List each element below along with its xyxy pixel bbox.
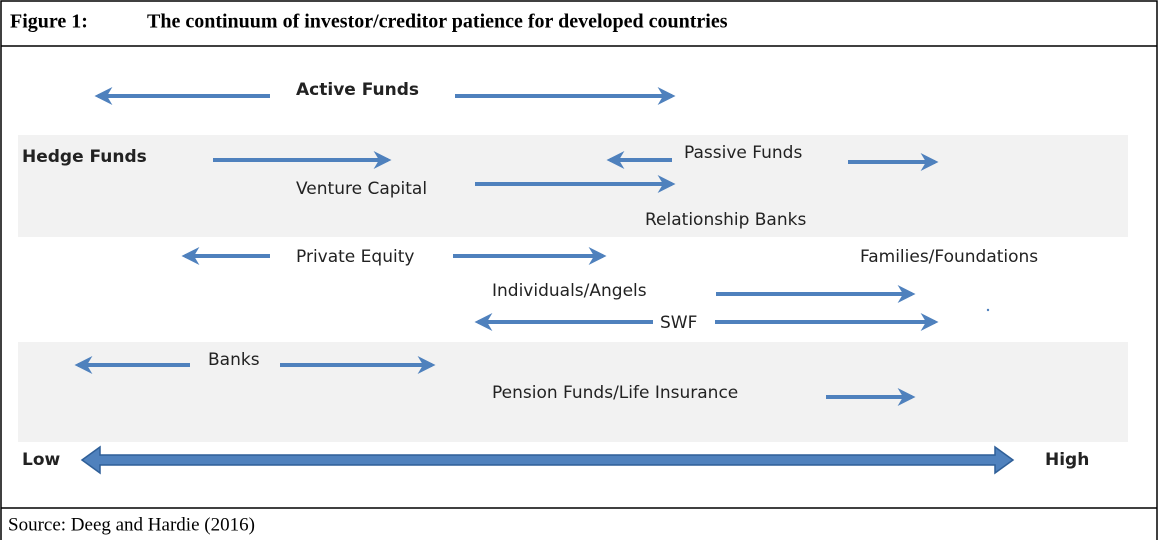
node-label: Individuals/Angels bbox=[492, 281, 647, 301]
node-label: Families/Foundations bbox=[860, 247, 1038, 267]
node-label: Active Funds bbox=[296, 80, 419, 100]
band bbox=[18, 342, 1128, 442]
node-label: Private Equity bbox=[296, 247, 414, 267]
node-label: Hedge Funds bbox=[22, 147, 147, 167]
dot bbox=[986, 308, 990, 312]
node-label: SWF bbox=[660, 313, 697, 333]
figure-title: The continuum of investor/creditor patie… bbox=[147, 11, 728, 33]
patience-axis bbox=[80, 445, 1015, 475]
figure-label: Figure 1: bbox=[10, 11, 88, 33]
axis-high: High bbox=[1045, 450, 1089, 470]
source: Source: Deeg and Hardie (2016) bbox=[8, 514, 255, 535]
node-label: Venture Capital bbox=[296, 179, 427, 199]
axis-low: Low bbox=[22, 450, 61, 470]
node-label: Relationship Banks bbox=[645, 210, 806, 230]
node-label: Passive Funds bbox=[684, 143, 802, 163]
node-label: Pension Funds/Life Insurance bbox=[492, 383, 738, 403]
node-label: Banks bbox=[208, 350, 260, 370]
